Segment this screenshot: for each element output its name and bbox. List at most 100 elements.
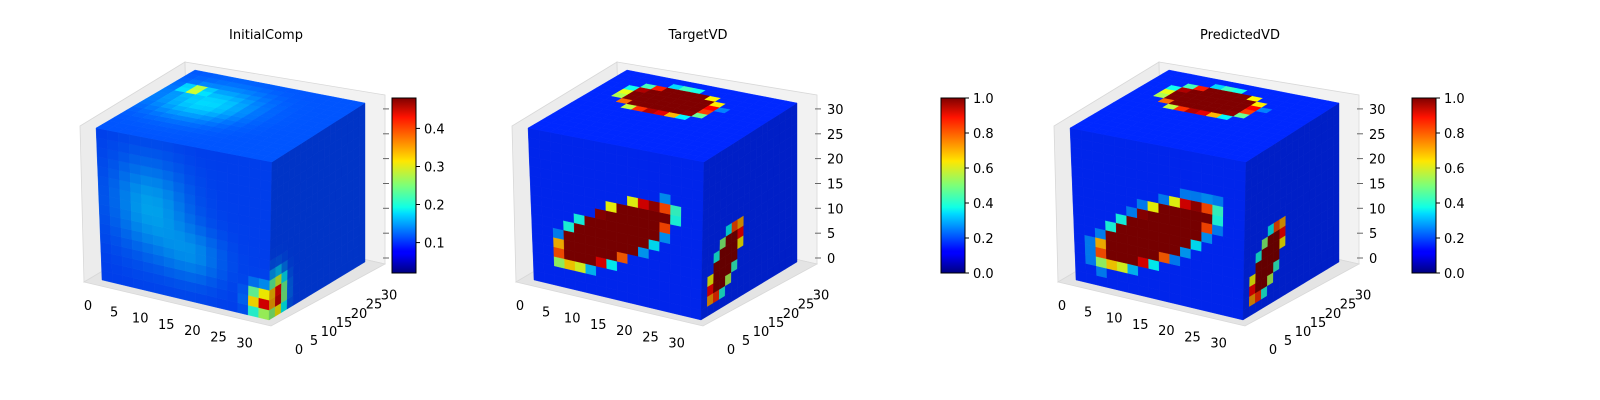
- x-tick-label: 15: [158, 318, 175, 333]
- colorbar-tick-label: 0.6: [1444, 162, 1465, 177]
- colorbar-tick-label: 0.4: [973, 197, 994, 212]
- z-tick-label: 20: [1369, 153, 1386, 168]
- panel-title: PredictedVD: [1200, 28, 1280, 43]
- voxel-cube: [95, 69, 366, 321]
- x-tick-label: 10: [564, 312, 581, 327]
- z-tick-label: 0: [1369, 252, 1377, 267]
- y-tick-label: 5: [742, 334, 750, 349]
- z-axis-tick-labels: [383, 108, 389, 259]
- y-tick-label: 30: [813, 289, 830, 304]
- y-tick-label: 15: [768, 316, 785, 331]
- colorbar-tick-label: 0.4: [424, 122, 445, 137]
- z-tick-label: 10: [827, 202, 844, 217]
- z-tick-label: 15: [1369, 178, 1386, 193]
- y-tick-label: 30: [1355, 289, 1372, 304]
- colorbar-gradient: [1411, 97, 1437, 274]
- y-tick-label: 0: [727, 343, 735, 358]
- y-tick-label: 10: [321, 325, 338, 340]
- colorbar-tick-label: 0.8: [1444, 127, 1465, 142]
- z-tick-label: 30: [827, 103, 844, 118]
- colorbar-tick-label: 0.1: [424, 237, 445, 252]
- y-tick-label: 10: [753, 325, 770, 340]
- z-tick-label: 5: [1369, 227, 1377, 242]
- y-tick-label: 0: [295, 343, 303, 358]
- y-tick-label: 20: [783, 307, 800, 322]
- z-tick-label: 25: [827, 128, 844, 143]
- colorbar-tick-label: 1.0: [973, 92, 994, 107]
- x-tick-label: 25: [210, 330, 227, 345]
- z-tick-label: 10: [1369, 202, 1386, 217]
- z-tick-label: 25: [1369, 128, 1386, 143]
- voxel-top: [1321, 100, 1340, 107]
- y-tick-label: 15: [336, 316, 353, 331]
- y-tick-label: 10: [1295, 325, 1312, 340]
- x-tick-label: 20: [1158, 324, 1175, 339]
- colorbar-tick-label: 0.3: [424, 161, 445, 176]
- y-tick-label: 5: [1284, 334, 1292, 349]
- x-tick-label: 30: [668, 337, 685, 352]
- x-tick-label: 20: [184, 324, 201, 339]
- panel-title: InitialComp: [229, 28, 303, 43]
- y-tick-label: 20: [1325, 307, 1342, 322]
- z-tick-label: 0: [827, 252, 835, 267]
- colorbar-tick-label: 0.2: [1444, 232, 1465, 247]
- panel-title: TargetVD: [667, 28, 727, 43]
- x-tick-label: 5: [542, 305, 550, 320]
- x-tick-label: 15: [590, 318, 607, 333]
- colorbar-tick-label: 0.8: [973, 127, 994, 142]
- colorbar-gradient: [940, 97, 966, 274]
- voxel-top: [347, 100, 366, 107]
- x-tick-label: 15: [1132, 318, 1149, 333]
- colorbar-tick-label: 0.6: [973, 162, 994, 177]
- colorbar-tick-label: 0.0: [1444, 267, 1465, 282]
- z-tick-label: 30: [1369, 103, 1386, 118]
- x-tick-label: 25: [1184, 330, 1201, 345]
- x-tick-label: 30: [1210, 337, 1227, 352]
- x-tick-label: 0: [84, 299, 92, 314]
- x-tick-label: 5: [110, 305, 118, 320]
- x-tick-label: 25: [642, 330, 659, 345]
- y-tick-label: 25: [1340, 298, 1357, 313]
- voxel-top: [779, 100, 798, 107]
- x-axis-tick-labels: 0 5 10 15 20 25 30: [516, 299, 685, 352]
- x-tick-label: 5: [1084, 305, 1092, 320]
- z-axis-tick-labels: 0 5 10 15 20 25 30: [815, 103, 844, 267]
- y-tick-label: 0: [1269, 343, 1277, 358]
- colorbar-tick-label: 0.2: [973, 232, 994, 247]
- colorbar-tick-label: 0.4: [1444, 197, 1465, 212]
- y-tick-label: 25: [366, 298, 383, 313]
- x-axis-tick-labels: 0 5 10 15 20 25 30: [84, 299, 253, 352]
- z-tick-label: 5: [827, 227, 835, 242]
- x-tick-label: 10: [132, 312, 149, 327]
- voxel-cube: [527, 69, 798, 321]
- y-tick-label: 20: [351, 307, 368, 322]
- colorbar-tick-label: 0.0: [973, 267, 994, 282]
- x-tick-label: 20: [616, 324, 633, 339]
- colorbar: 0.1 0.2 0.3 0.4: [391, 97, 445, 274]
- colorbar-gradient: [391, 97, 417, 274]
- x-tick-label: 10: [1106, 312, 1123, 327]
- x-tick-label: 0: [516, 299, 524, 314]
- z-tick-label: 20: [827, 153, 844, 168]
- x-tick-label: 0: [1058, 299, 1066, 314]
- z-axis-tick-labels: 0 5 10 15 20 25 30: [1357, 103, 1386, 267]
- y-tick-label: 15: [1310, 316, 1327, 331]
- colorbar: 0.0 0.2 0.4 0.6 0.8 1.0: [940, 92, 994, 282]
- voxel-cube: [1069, 69, 1340, 321]
- y-tick-label: 25: [798, 298, 815, 313]
- y-tick-label: 5: [310, 334, 318, 349]
- colorbar: 0.0 0.2 0.4 0.6 0.8 1.0: [1411, 92, 1465, 282]
- z-tick-label: 15: [827, 178, 844, 193]
- colorbar-tick-label: 0.2: [424, 199, 445, 214]
- x-axis-tick-labels: 0 5 10 15 20 25 30: [1058, 299, 1227, 352]
- x-tick-label: 30: [236, 337, 253, 352]
- colorbar-tick-label: 1.0: [1444, 92, 1465, 107]
- y-tick-label: 30: [381, 289, 398, 304]
